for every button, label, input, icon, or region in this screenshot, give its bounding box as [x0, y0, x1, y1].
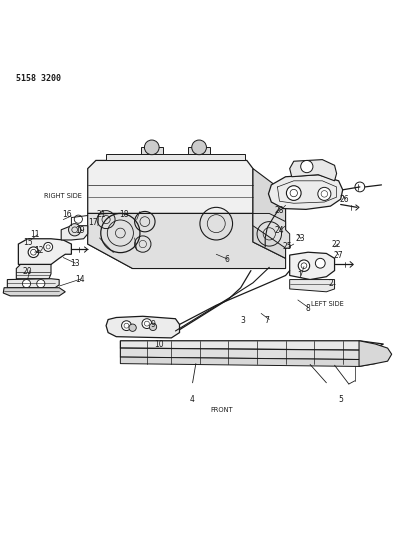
Text: FRONT: FRONT	[210, 407, 233, 413]
Text: 22: 22	[332, 239, 341, 248]
Text: 20: 20	[23, 267, 33, 276]
Text: 21: 21	[96, 210, 106, 219]
Text: 24: 24	[275, 226, 284, 235]
Text: 12: 12	[34, 246, 44, 255]
Circle shape	[142, 319, 152, 328]
Polygon shape	[106, 154, 245, 160]
Text: 11: 11	[30, 230, 40, 239]
Polygon shape	[188, 147, 210, 154]
Polygon shape	[120, 341, 384, 350]
Text: 8: 8	[306, 304, 310, 313]
Polygon shape	[16, 264, 51, 279]
Text: 3: 3	[240, 316, 245, 325]
Polygon shape	[359, 341, 392, 367]
Circle shape	[44, 243, 53, 252]
Polygon shape	[106, 316, 180, 338]
Polygon shape	[61, 225, 88, 240]
Text: RIGHT SIDE: RIGHT SIDE	[44, 193, 82, 199]
Polygon shape	[290, 252, 335, 279]
Text: 28: 28	[275, 206, 284, 215]
Polygon shape	[18, 239, 71, 264]
Polygon shape	[290, 159, 337, 181]
Circle shape	[355, 182, 365, 192]
Circle shape	[301, 160, 313, 173]
Polygon shape	[3, 288, 65, 296]
Polygon shape	[141, 147, 163, 154]
Polygon shape	[88, 213, 286, 269]
Polygon shape	[120, 348, 375, 360]
Text: 17: 17	[88, 218, 98, 227]
Text: 4: 4	[189, 394, 194, 403]
Text: 27: 27	[333, 251, 343, 260]
Polygon shape	[88, 160, 253, 213]
Text: 15: 15	[23, 238, 33, 247]
Text: 26: 26	[340, 195, 350, 204]
Text: 5158 3200: 5158 3200	[16, 74, 61, 83]
Text: 7: 7	[265, 316, 270, 325]
Text: 19: 19	[75, 226, 84, 235]
Text: 5: 5	[338, 394, 343, 403]
Text: 14: 14	[75, 275, 84, 284]
Circle shape	[286, 185, 301, 200]
Text: 18: 18	[120, 210, 129, 219]
Text: 2: 2	[328, 279, 333, 288]
Text: 23: 23	[295, 235, 305, 243]
Circle shape	[37, 279, 45, 288]
Text: 9: 9	[151, 320, 155, 329]
Polygon shape	[120, 357, 375, 367]
Circle shape	[192, 140, 206, 155]
Polygon shape	[253, 168, 286, 259]
Circle shape	[315, 259, 325, 268]
Text: 13: 13	[71, 259, 80, 268]
Text: 1: 1	[297, 271, 302, 280]
Circle shape	[318, 187, 331, 200]
Polygon shape	[290, 279, 335, 292]
Polygon shape	[268, 175, 343, 209]
Text: 6: 6	[224, 255, 229, 264]
Circle shape	[122, 321, 131, 330]
Polygon shape	[253, 213, 290, 248]
Polygon shape	[7, 279, 59, 288]
Circle shape	[28, 247, 39, 257]
Circle shape	[144, 140, 159, 155]
Circle shape	[149, 323, 157, 330]
Circle shape	[69, 224, 81, 236]
Text: LEFT SIDE: LEFT SIDE	[311, 301, 344, 307]
Circle shape	[129, 324, 136, 332]
Circle shape	[22, 279, 31, 288]
Text: 10: 10	[154, 341, 164, 349]
Polygon shape	[88, 213, 133, 269]
Text: 16: 16	[62, 210, 72, 219]
Circle shape	[298, 260, 310, 271]
Text: 25: 25	[283, 243, 293, 252]
